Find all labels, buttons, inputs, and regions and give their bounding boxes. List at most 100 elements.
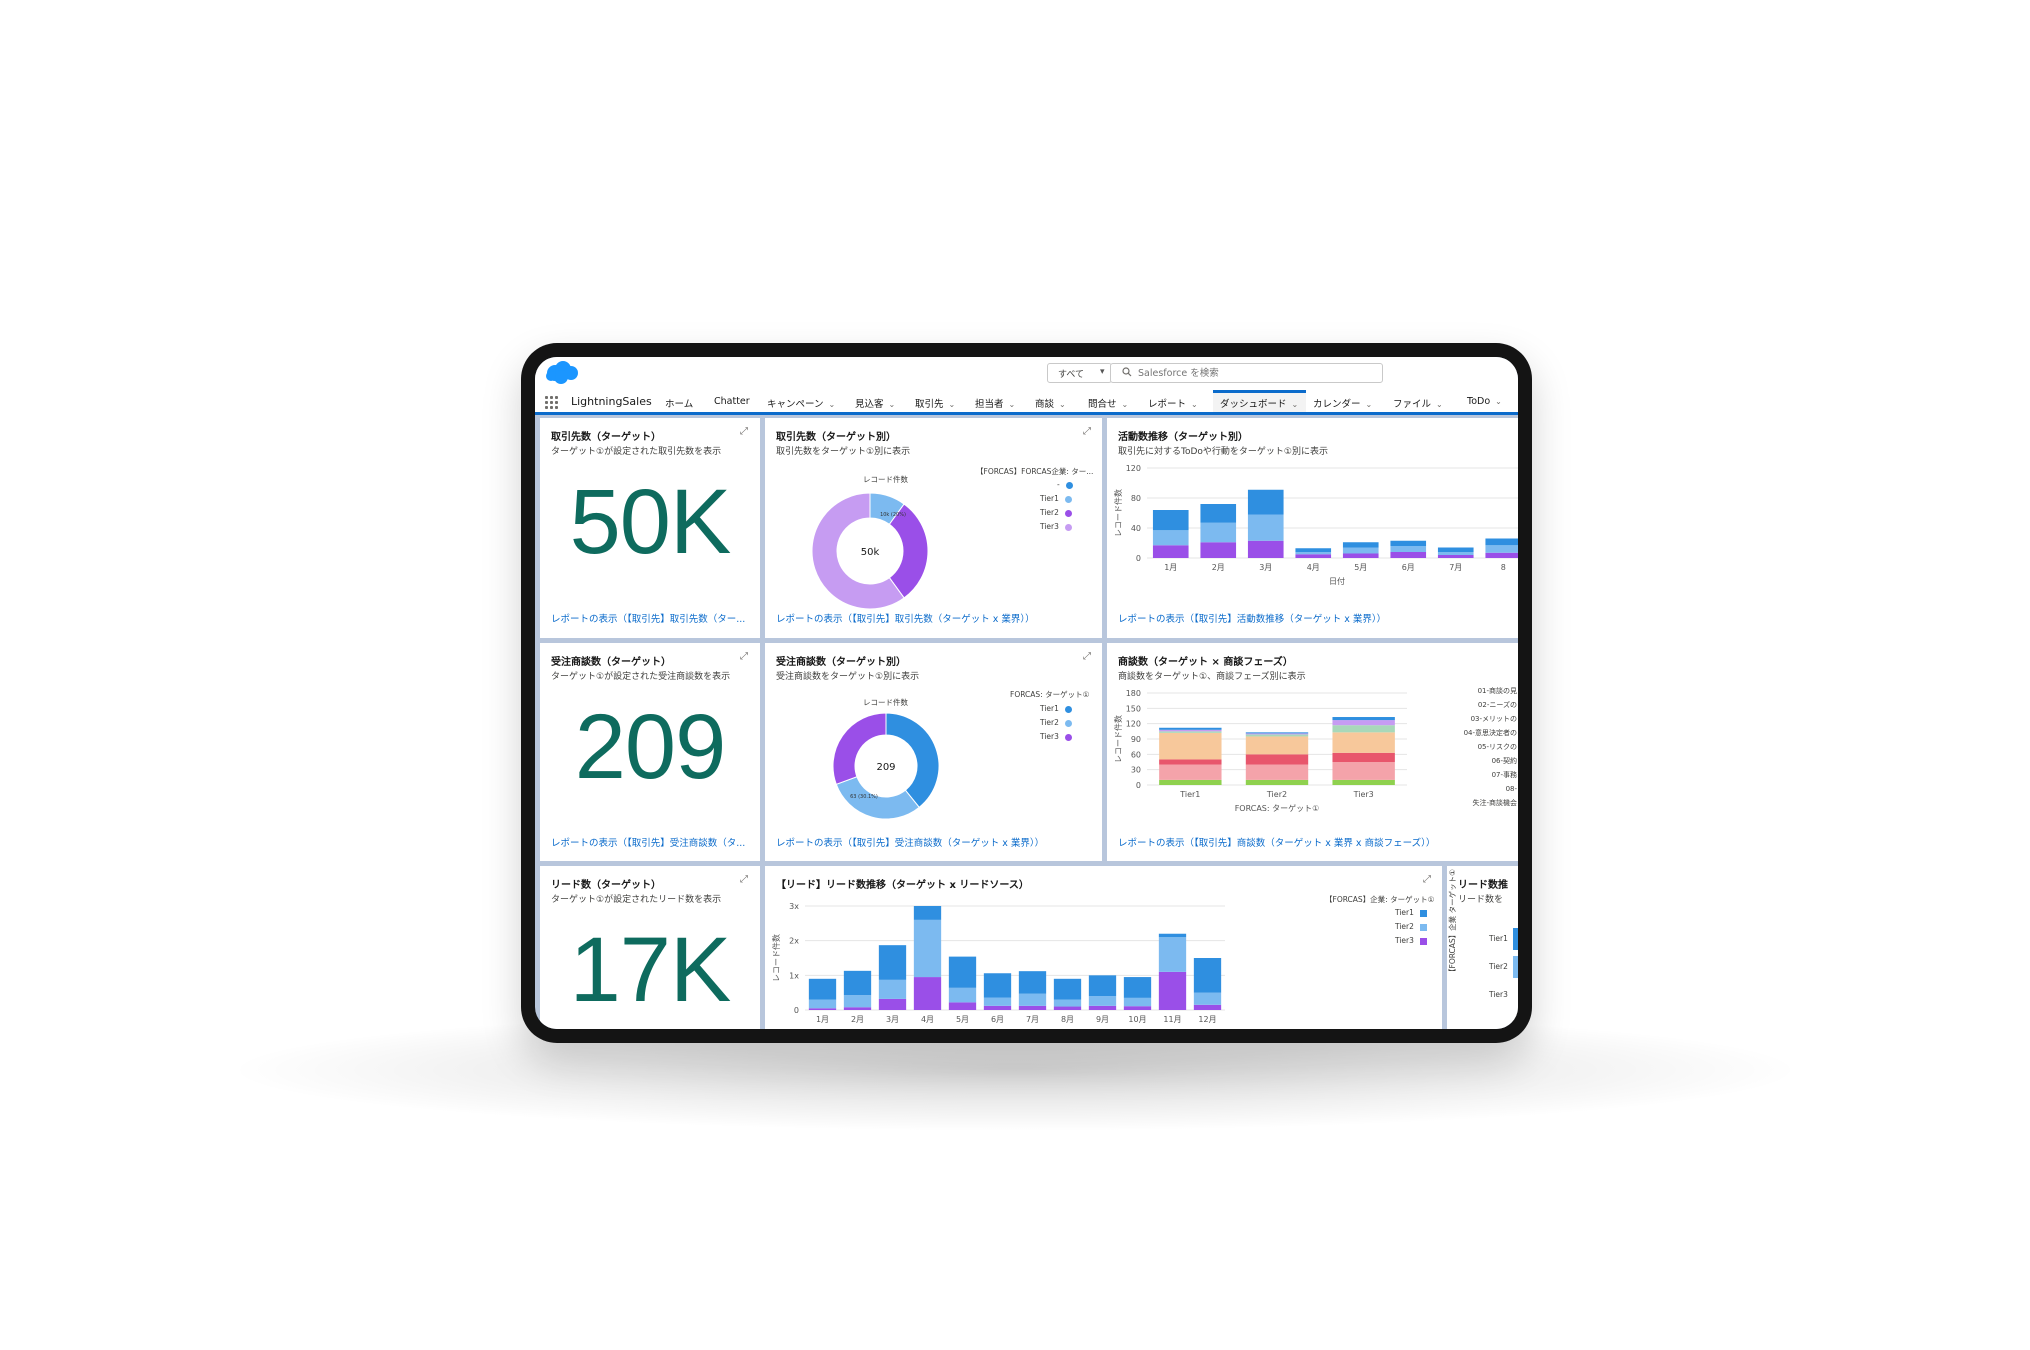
tab-opportunities[interactable]: 商談 ⌄	[1035, 396, 1066, 410]
card-subtitle: ターゲット①が設定された取引先数を表示	[551, 447, 722, 457]
expand-icon[interactable]: ⤢	[1423, 874, 1431, 885]
legend-label: -	[1057, 480, 1060, 489]
chevron-down-icon[interactable]: ⌄	[948, 400, 956, 409]
bar-segment	[1247, 540, 1284, 558]
activity-trend-card: 活動数推移（ターゲット別） 取引先に対するToDoや行動をターゲット①別に表示 …	[1107, 418, 1518, 638]
x-tick-label: 1月	[1164, 563, 1177, 572]
search-icon	[1122, 367, 1132, 377]
tab-campaigns[interactable]: キャンペーン ⌄	[767, 396, 835, 410]
donut-slice	[811, 492, 905, 610]
bar-segment	[1053, 978, 1082, 1000]
expand-icon[interactable]: ⤢	[740, 651, 748, 662]
bar-segment	[1053, 999, 1082, 1007]
search-input[interactable]	[1138, 366, 1378, 380]
legend-label: Tier2	[1040, 718, 1059, 727]
chevron-down-icon[interactable]: ⌄	[1495, 397, 1502, 406]
bar-segment	[1158, 933, 1187, 938]
global-header: すべて ▾	[535, 357, 1518, 389]
bar-segment	[1193, 992, 1222, 1005]
bar-segment	[1247, 489, 1284, 515]
card-title: 【リード】リード数推移（ターゲット x リードソース）	[776, 880, 1029, 891]
x-tick-label: 3月	[1259, 563, 1272, 572]
tab-label: カレンダー	[1313, 399, 1361, 410]
legend-label: Tier1	[1395, 908, 1414, 917]
tab-label: ToDo	[1467, 396, 1491, 407]
card-title: 商談数（ターゲット × 商談フェーズ）	[1118, 657, 1293, 668]
legend-label: Tier3	[1395, 936, 1414, 945]
y-axis-label: レコード件数	[1113, 715, 1123, 763]
expand-icon[interactable]: ⤢	[740, 426, 748, 437]
x-tick-label: 4月	[921, 1015, 934, 1024]
card-title: 受注商談数（ターゲット別）	[776, 657, 906, 668]
bar-mark	[1513, 956, 1518, 978]
chevron-down-icon[interactable]: ⌄	[828, 400, 836, 409]
view-report-link[interactable]: レポートの表示（【取引先】商談数（ターゲット x 業界 x 商談フェーズ））	[1118, 838, 1436, 849]
view-report-link[interactable]: レポートの表示（【取引先】受注商談数（タ...	[551, 838, 746, 849]
tab-files[interactable]: ファイル ⌄	[1393, 396, 1443, 410]
stacked-bar-chart: 0 1x 2x 3x 1月 2月 3月 4月 5月 6月 7月 8月 9月 10月 11月 12月 レコード件数	[771, 902, 1225, 1024]
bar-segment	[1295, 552, 1332, 555]
app-launcher-icon[interactable]	[545, 396, 559, 410]
opps-phase-card: 商談数（ターゲット × 商談フェーズ） 商談数をターゲット①、商談フェーズ別に表…	[1107, 643, 1518, 861]
accounts-metric-card: 取引先数（ターゲット） ターゲット①が設定された取引先数を表示 ⤢ 50K レポ…	[540, 418, 760, 638]
chevron-down-icon[interactable]: ⌄	[1008, 400, 1016, 409]
tab-label: ダッシュボード	[1220, 399, 1287, 410]
tab-leads[interactable]: 見込客 ⌄	[855, 396, 895, 410]
x-tick-label: 11月	[1163, 1015, 1181, 1024]
legend-item-tier1: Tier1	[1040, 494, 1072, 503]
chevron-down-icon[interactable]: ⌄	[888, 400, 896, 409]
expand-icon[interactable]: ⤢	[1083, 651, 1091, 662]
tab-chatter[interactable]: Chatter	[714, 396, 750, 407]
tab-label: 見込客	[855, 399, 884, 410]
salesforce-cloud-icon[interactable]	[544, 360, 580, 386]
tab-cases[interactable]: 問合せ ⌄	[1088, 396, 1128, 410]
view-report-link[interactable]: レポートの表示（【取引先】取引先数（ターゲット x 業界））	[776, 614, 1035, 625]
chevron-down-icon[interactable]: ⌄	[1291, 400, 1299, 409]
tab-calendar[interactable]: カレンダー ⌄	[1313, 396, 1372, 410]
tab-reports[interactable]: レポート ⌄	[1148, 396, 1198, 410]
tab-todo[interactable]: ToDo ⌄	[1467, 396, 1502, 407]
expand-icon[interactable]: ⤢	[740, 874, 748, 885]
legend-item-tier2: Tier2	[1395, 922, 1427, 931]
chevron-down-icon[interactable]: ⌄	[1191, 400, 1198, 409]
global-search[interactable]	[1110, 363, 1383, 383]
card-title: 取引先数（ターゲット別）	[776, 432, 896, 443]
chevron-down-icon[interactable]: ⌄	[1436, 400, 1443, 409]
search-scope-label: すべて	[1058, 370, 1085, 380]
chevron-down-icon[interactable]: ⌄	[1121, 400, 1129, 409]
bar-segment	[983, 1005, 1012, 1010]
bar-segment	[1158, 971, 1187, 1010]
y-tick-label: 180	[1126, 689, 1141, 698]
card-title: 活動数推移（ターゲット別）	[1118, 432, 1248, 443]
chevron-down-icon[interactable]: ⌄	[1059, 400, 1066, 409]
chevron-down-icon: ▾	[1100, 367, 1105, 377]
bar-segment	[1245, 779, 1309, 785]
y-tick-label: 2x	[789, 937, 799, 946]
bar-segment	[1152, 545, 1189, 558]
tab-dashboards[interactable]: ダッシュボード ⌄	[1220, 396, 1298, 410]
data-label: 10k (20%)	[880, 512, 906, 518]
bar-segment	[1437, 547, 1474, 552]
view-report-link[interactable]: レポートの表示（【取引先】受注商談数（ターゲット x 業界））	[776, 838, 1045, 849]
y-tick-label: 90	[1131, 735, 1141, 744]
bar-segment	[1332, 720, 1395, 726]
legend-item-tier2: Tier2	[1040, 718, 1072, 727]
bar-segment	[843, 995, 872, 1008]
tab-contacts[interactable]: 担当者 ⌄	[975, 396, 1015, 410]
expand-icon[interactable]: ⤢	[1083, 426, 1091, 437]
bar-segment	[1245, 764, 1309, 780]
category-label: Tier2	[1489, 962, 1508, 971]
bar-segment	[1088, 975, 1117, 997]
chevron-down-icon[interactable]: ⌄	[1365, 400, 1373, 409]
donut-slice	[832, 712, 887, 785]
search-scope-select[interactable]: すべて ▾	[1047, 363, 1112, 383]
bar-segment	[1295, 548, 1332, 552]
tab-label: ファイル	[1393, 399, 1432, 410]
bar-segment	[1123, 977, 1152, 998]
view-report-link[interactable]: レポートの表示（【取引先】取引先数（ター...	[551, 614, 746, 625]
legend-swatch	[1419, 923, 1427, 931]
tab-home[interactable]: ホーム	[665, 396, 693, 410]
view-report-link[interactable]: レポートの表示（【取引先】活動数推移（ターゲット x 業界））	[1118, 614, 1387, 625]
tab-accounts[interactable]: 取引先 ⌄	[915, 396, 955, 410]
